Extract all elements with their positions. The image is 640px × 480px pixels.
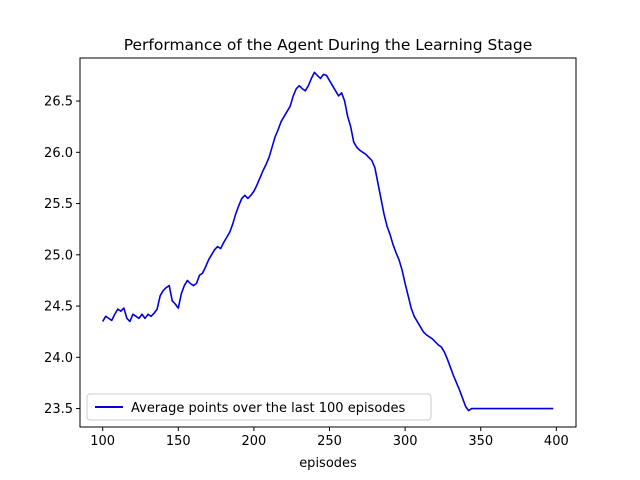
x-axis: 100 150 200 250 300 350 400 bbox=[90, 427, 569, 449]
legend: Average points over the last 100 episode… bbox=[86, 393, 432, 421]
plot-frame bbox=[79, 57, 577, 428]
x-tick-label: 250 bbox=[317, 434, 342, 449]
x-tick-label: 200 bbox=[241, 434, 266, 449]
x-tick-label: 400 bbox=[544, 434, 569, 449]
legend-box bbox=[86, 393, 432, 421]
y-tick-label: 26.5 bbox=[44, 95, 73, 110]
x-tick-label: 150 bbox=[166, 434, 191, 449]
y-tick-label: 26.0 bbox=[44, 146, 73, 161]
legend-label: Average points over the last 100 episode… bbox=[131, 401, 406, 416]
y-axis: 23.5 24.0 24.5 25.0 25.5 26.0 26.5 bbox=[44, 95, 80, 417]
chart-title: Performance of the Agent During the Lear… bbox=[124, 36, 533, 54]
y-tick-label: 25.5 bbox=[44, 197, 73, 212]
y-tick-label: 23.5 bbox=[44, 402, 73, 417]
y-tick-label: 24.0 bbox=[44, 351, 73, 366]
x-tick-label: 300 bbox=[393, 434, 418, 449]
y-tick-label: 24.5 bbox=[44, 300, 73, 315]
series-layer bbox=[101, 71, 554, 412]
y-tick-label: 25.0 bbox=[44, 248, 73, 263]
x-tick-label: 100 bbox=[90, 434, 115, 449]
x-tick-label: 350 bbox=[468, 434, 493, 449]
x-axis-label: episodes bbox=[299, 456, 357, 471]
series-line-0 bbox=[101, 71, 554, 412]
